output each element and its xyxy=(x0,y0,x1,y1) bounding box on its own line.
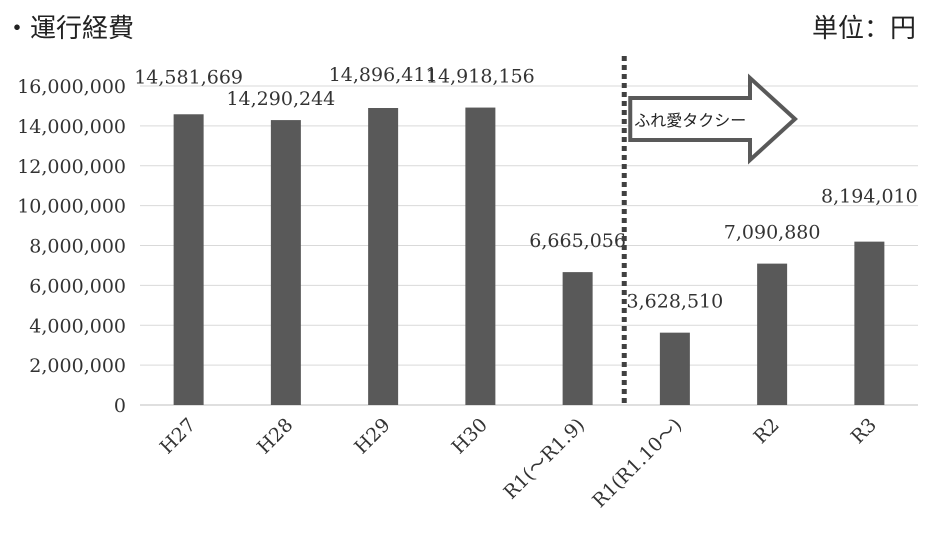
y-tick-label: 12,000,000 xyxy=(17,156,126,178)
bar xyxy=(173,114,204,405)
bars xyxy=(173,107,885,405)
bar xyxy=(368,108,399,405)
y-tick-label: 6,000,000 xyxy=(29,275,126,297)
y-tick-label: 16,000,000 xyxy=(17,76,126,98)
data-label: 7,090,880 xyxy=(724,222,821,244)
x-tick-label: H30 xyxy=(448,414,492,458)
arrow-label: ふれ愛タクシー xyxy=(634,111,746,130)
x-tick-label: H29 xyxy=(350,414,394,458)
x-axis: H27 H28 H29 H30 R1(～R1.9) R1(R1.10～) R2 R3 xyxy=(156,414,881,512)
bar xyxy=(270,120,301,405)
y-tick-label: 8,000,000 xyxy=(29,236,126,258)
x-tick-label: R1(R1.10～) xyxy=(588,414,686,512)
data-label: 14,290,244 xyxy=(226,88,335,110)
x-tick-label: H27 xyxy=(156,414,200,458)
y-tick-label: 2,000,000 xyxy=(29,355,126,377)
bar xyxy=(465,107,496,405)
bar xyxy=(659,332,690,405)
y-tick-label: 10,000,000 xyxy=(17,196,126,218)
data-labels: 14,581,66914,290,24414,896,41114,918,156… xyxy=(134,64,918,313)
chart-title: ・運行経費 xyxy=(4,14,135,44)
x-tick-label: R2 xyxy=(749,414,783,448)
data-label: 3,628,510 xyxy=(627,291,724,313)
data-label: 8,194,010 xyxy=(821,186,918,208)
bar xyxy=(562,272,593,405)
data-label: 14,896,411 xyxy=(329,64,438,86)
bar xyxy=(854,241,885,405)
arrow-shape xyxy=(628,73,798,165)
unit-label: 単位：円 xyxy=(811,14,916,44)
y-tick-label: 0 xyxy=(114,395,126,417)
data-label: 14,918,156 xyxy=(426,66,535,88)
y-tick-label: 14,000,000 xyxy=(17,116,126,138)
annotation: ふれ愛タクシー xyxy=(621,56,798,405)
data-label: 14,581,669 xyxy=(134,66,243,88)
x-tick-label: R1(～R1.9) xyxy=(500,414,590,504)
y-tick-label: 4,000,000 xyxy=(29,315,126,337)
x-tick-label: R3 xyxy=(847,414,881,448)
bar xyxy=(757,263,788,405)
data-label: 6,665,056 xyxy=(529,230,626,252)
y-axis: 0 2,000,000 4,000,000 6,000,000 8,000,000 10,… xyxy=(17,76,126,417)
x-tick-label: H28 xyxy=(253,414,297,458)
